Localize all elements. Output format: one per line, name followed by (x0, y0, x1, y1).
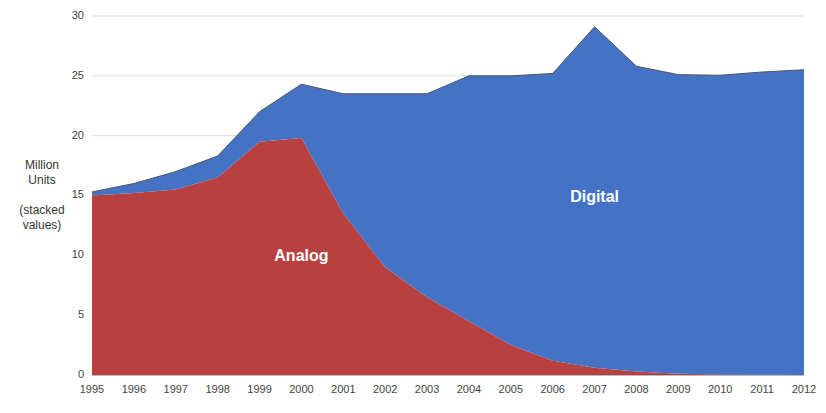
y-axis-label-line: values) (23, 218, 62, 232)
x-tick-label: 2010 (708, 383, 732, 395)
y-tick-label: 30 (72, 9, 84, 21)
x-tick-label: 2011 (750, 383, 774, 395)
x-tick-label: 1999 (247, 383, 271, 395)
y-tick-label: 5 (78, 308, 84, 320)
x-tick-label: 2004 (457, 383, 481, 395)
y-axis-label-line: (stacked (19, 203, 64, 217)
y-tick-label: 25 (72, 69, 84, 81)
x-tick-label: 2001 (331, 383, 355, 395)
y-tick-label: 0 (78, 368, 84, 380)
grid-line (92, 16, 804, 17)
x-tick-label: 2007 (582, 383, 606, 395)
y-axis-label: MillionUnits (stackedvalues) (19, 158, 64, 232)
x-tick-label: 1998 (205, 383, 229, 395)
x-tick-label: 2000 (289, 383, 313, 395)
x-tick-label: 2003 (415, 383, 439, 395)
area-label: Analog (274, 247, 328, 264)
y-tick-label: 15 (72, 188, 84, 200)
x-tick-label: 2002 (373, 383, 397, 395)
area (92, 27, 804, 375)
x-tick-label: 2012 (792, 383, 816, 395)
y-tick-label: 10 (72, 248, 84, 260)
y-tick-label: 20 (72, 129, 84, 141)
y-axis-label-line: Units (28, 173, 55, 187)
chart-container: 0 5 10 15 20 25 30 1995 1996 1997 1998 1999 2000 2001… (0, 0, 826, 413)
area-label: Digital (570, 188, 619, 205)
x-tick-label: 2006 (540, 383, 564, 395)
x-tick-label: 2005 (499, 383, 523, 395)
plot-area (92, 27, 804, 375)
x-tick-label: 1996 (122, 383, 146, 395)
grid (92, 16, 804, 375)
x-tick-label: 1997 (164, 383, 188, 395)
y-axis-label-line: Million (25, 158, 59, 172)
chart-svg: 0 5 10 15 20 25 30 1995 1996 1997 1998 1999 2000 2001… (0, 0, 826, 413)
x-tick-label: 2008 (624, 383, 648, 395)
x-tick-label: 1995 (80, 383, 104, 395)
area-labels: Analog Digital (274, 188, 619, 264)
stack-outline (92, 27, 804, 192)
axes: 0 5 10 15 20 25 30 1995 1996 1997 1998 1999 2000 2001… (72, 9, 816, 395)
x-tick-label: 2009 (666, 383, 690, 395)
